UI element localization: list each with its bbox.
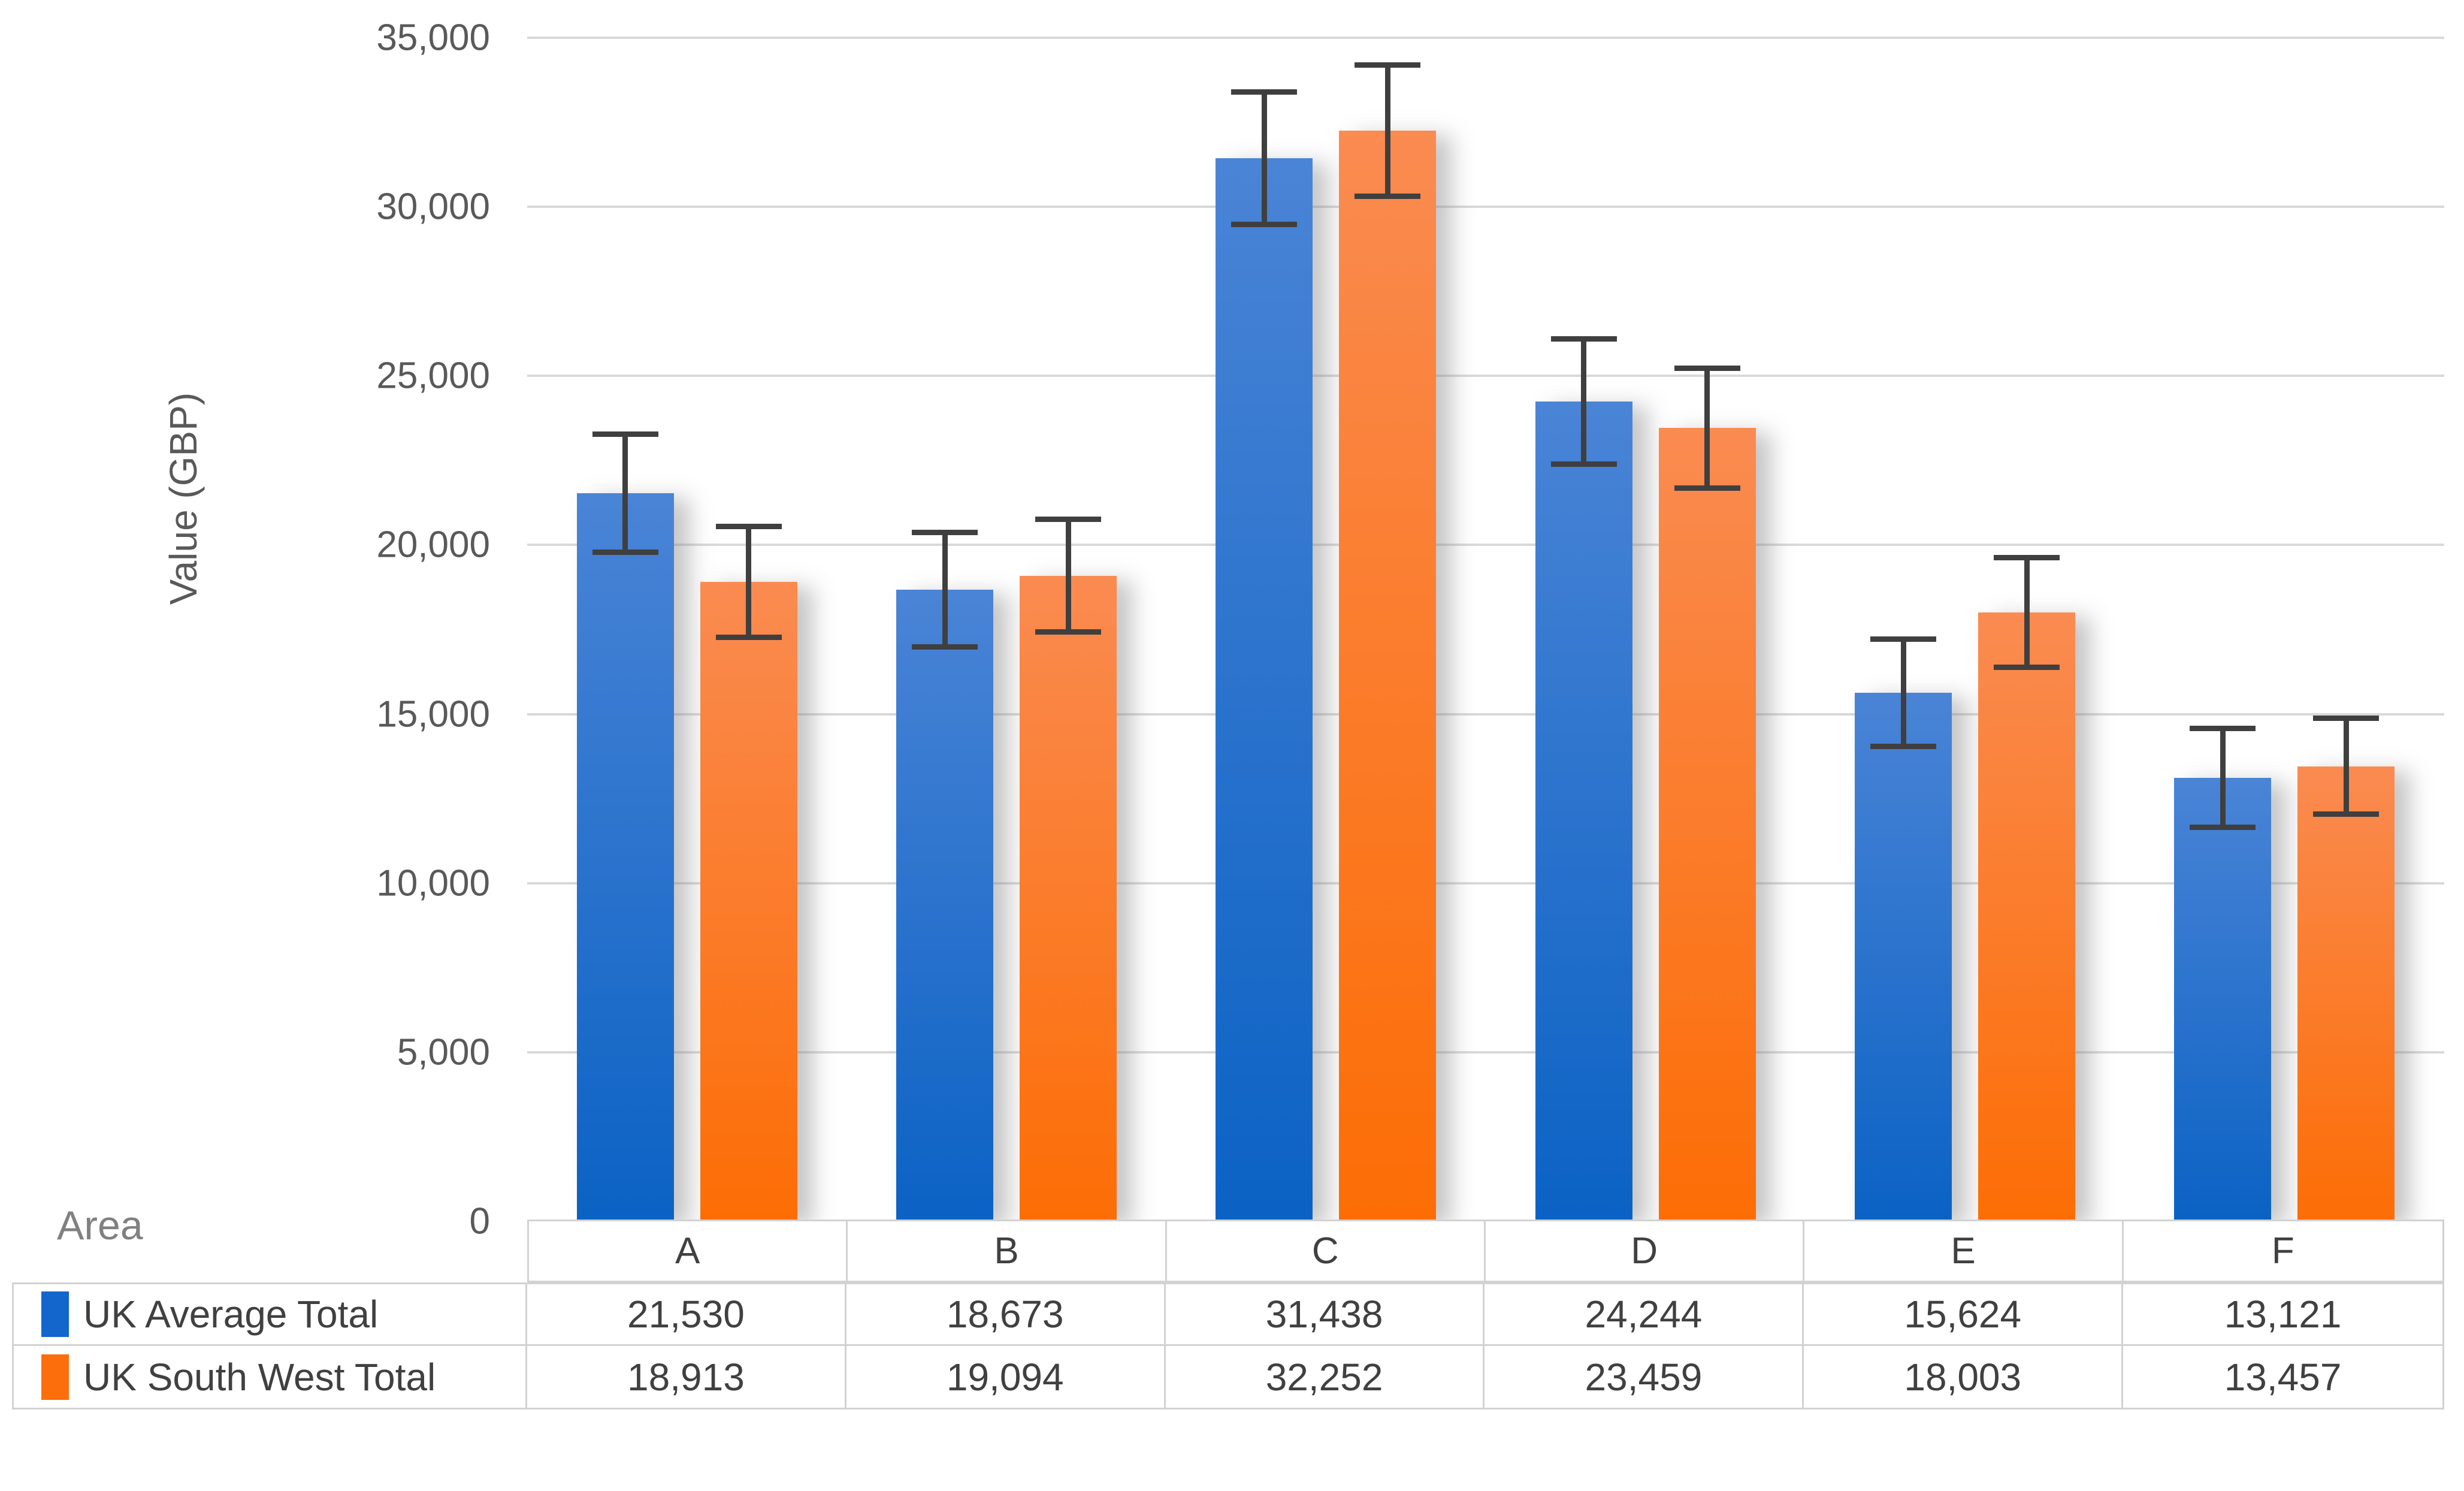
y-tick-label: 10,000 xyxy=(376,862,490,904)
error-bar xyxy=(1581,339,1587,464)
legend-swatch-uk-average-total xyxy=(41,1291,69,1337)
value-cell-uk-average-total-d: 24,244 xyxy=(1485,1284,1804,1346)
bar-uk-average-total-d xyxy=(1535,401,1632,1221)
error-bar xyxy=(942,532,948,648)
bar-uk-average-total-b xyxy=(896,590,993,1221)
y-tick-label: 20,000 xyxy=(376,524,490,566)
category-cell-c: C xyxy=(1166,1221,1486,1281)
y-tick-label: 30,000 xyxy=(376,186,490,228)
error-bar xyxy=(1900,639,1906,747)
error-bar-bottom-cap xyxy=(2313,811,2380,817)
value-cell-uk-average-total-e: 15,624 xyxy=(1804,1284,2124,1346)
value-cell-uk-south-west-total-a: 18,913 xyxy=(527,1346,846,1408)
error-bar-bottom-cap xyxy=(715,634,782,640)
bar-uk-south-west-total-e xyxy=(1978,612,2075,1221)
error-bar xyxy=(746,526,752,638)
error-bar-bottom-cap xyxy=(592,549,658,555)
bar-uk-south-west-total-b xyxy=(1020,575,1117,1221)
series-label-cell-uk-south-west-total: UK South West Total xyxy=(14,1346,527,1408)
y-tick-label: 5,000 xyxy=(397,1031,490,1073)
x-axis-title: Area xyxy=(57,1203,143,1248)
value-cell-uk-average-total-a: 21,530 xyxy=(527,1284,846,1346)
legend-swatch-uk-south-west-total xyxy=(41,1354,69,1400)
error-bar xyxy=(622,434,628,553)
error-bar-top-cap xyxy=(1231,89,1298,95)
error-bar xyxy=(1065,519,1071,633)
series-label: UK Average Total xyxy=(83,1293,379,1336)
value-cell-uk-south-west-total-d: 23,459 xyxy=(1485,1346,1804,1408)
gridline xyxy=(527,375,2444,378)
value-cell-uk-south-west-total-f: 13,457 xyxy=(2123,1346,2442,1408)
error-bar-bottom-cap xyxy=(912,644,978,650)
series-label: UK South West Total xyxy=(83,1355,436,1399)
category-cell-f: F xyxy=(2123,1221,2442,1281)
error-bar-top-cap xyxy=(1550,336,1617,342)
error-bar xyxy=(2343,718,2349,815)
error-bar-top-cap xyxy=(1870,636,1936,642)
value-cell-uk-average-total-b: 18,673 xyxy=(846,1284,1166,1346)
error-bar-top-cap xyxy=(1994,555,2060,561)
gridline xyxy=(527,882,2444,885)
error-bar-top-cap xyxy=(2313,716,2380,722)
value-cell-uk-average-total-f: 13,121 xyxy=(2123,1284,2442,1346)
bar-uk-average-total-c xyxy=(1216,158,1313,1221)
bar-uk-average-total-a xyxy=(576,493,674,1221)
error-bar-bottom-cap xyxy=(1035,629,1101,635)
category-cell-b: B xyxy=(848,1221,1167,1281)
y-axis-title: Value (GBP) xyxy=(162,392,205,605)
error-bar xyxy=(2220,728,2226,828)
table-value-rows: UK Average Total 21,530 18,673 31,438 24,244… xyxy=(12,1282,2444,1409)
error-bar-bottom-cap xyxy=(1870,744,1936,750)
category-cell-a: A xyxy=(529,1221,848,1281)
error-bar-top-cap xyxy=(1035,517,1101,523)
gridline xyxy=(527,713,2444,716)
error-bar-top-cap xyxy=(715,523,782,529)
error-bar-bottom-cap xyxy=(1994,664,2060,670)
bar-uk-average-total-e xyxy=(1855,693,1952,1221)
error-bar-top-cap xyxy=(912,530,978,536)
error-bar xyxy=(1704,367,1710,488)
y-tick-label: 15,000 xyxy=(376,693,490,735)
error-bar-bottom-cap xyxy=(1550,461,1617,467)
bar-uk-south-west-total-d xyxy=(1658,428,1756,1221)
error-bar-bottom-cap xyxy=(1355,194,1421,200)
category-cell-e: E xyxy=(1804,1221,2124,1281)
error-bar-bottom-cap xyxy=(2190,824,2256,830)
error-bar-top-cap xyxy=(2190,725,2256,731)
error-bar xyxy=(1384,65,1390,197)
value-cell-uk-south-west-total-c: 32,252 xyxy=(1165,1346,1485,1408)
gridline xyxy=(527,544,2444,547)
error-bar-top-cap xyxy=(1674,365,1740,371)
error-bar xyxy=(1261,91,1267,225)
bar-uk-south-west-total-c xyxy=(1339,131,1437,1221)
series-label-cell-uk-average-total: UK Average Total xyxy=(14,1284,527,1346)
category-cell-d: D xyxy=(1485,1221,1805,1281)
y-tick-label: 0 xyxy=(469,1200,490,1242)
error-bar-bottom-cap xyxy=(1674,485,1740,491)
value-cell-uk-south-west-total-e: 18,003 xyxy=(1804,1346,2124,1408)
error-bar xyxy=(2024,557,2030,668)
y-tick-label: 35,000 xyxy=(376,17,490,59)
value-cell-uk-south-west-total-b: 19,094 xyxy=(846,1346,1166,1408)
bar-uk-south-west-total-a xyxy=(700,581,797,1221)
error-bar-top-cap xyxy=(592,431,658,437)
bar-uk-south-west-total-f xyxy=(2297,766,2395,1221)
bar-uk-average-total-f xyxy=(2174,777,2272,1221)
gridline xyxy=(527,1051,2444,1054)
error-bar-top-cap xyxy=(1355,62,1421,68)
gridline xyxy=(527,206,2444,209)
y-tick-label: 25,000 xyxy=(376,355,490,397)
error-bar-bottom-cap xyxy=(1231,222,1298,228)
value-cell-uk-average-total-c: 31,438 xyxy=(1165,1284,1485,1346)
gridline xyxy=(527,37,2444,39)
